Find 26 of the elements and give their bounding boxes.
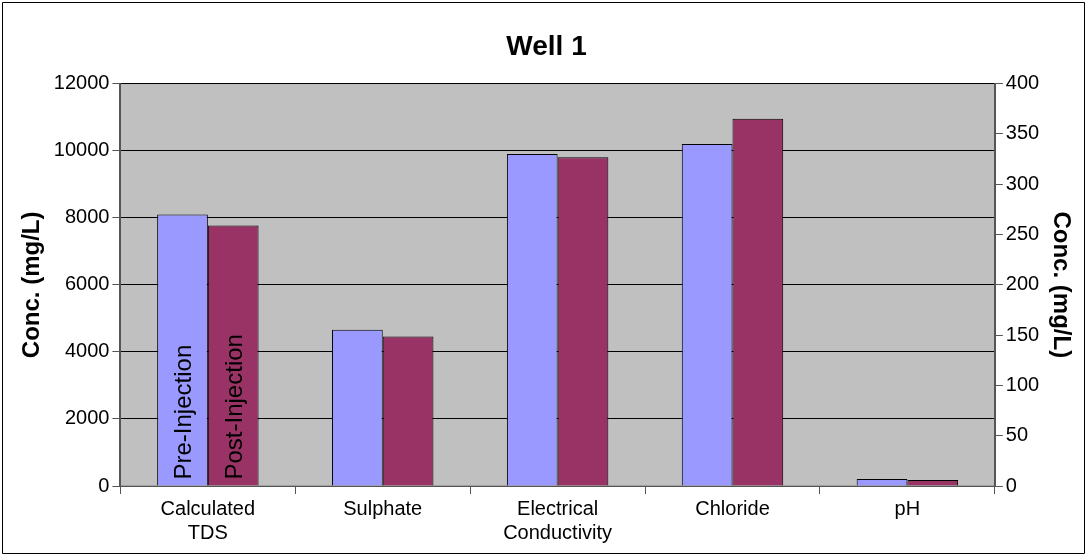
y-axis-title: Conc. (mg/L) xyxy=(17,211,45,359)
x-tick-label: Calculated TDS xyxy=(160,496,256,543)
y2-tick-label: 150 xyxy=(1005,322,1040,345)
y-tick-label: 4000 xyxy=(64,339,110,362)
x-tick-label: Chloride xyxy=(695,496,770,519)
y-tick-label: 6000 xyxy=(64,272,110,295)
y2-tick-label: 400 xyxy=(1005,71,1040,94)
y-tick-label: 2000 xyxy=(64,406,110,429)
series-label: Post-Injection xyxy=(219,334,247,480)
y2-tick-label: 250 xyxy=(1005,222,1040,245)
y2-tick-label: 100 xyxy=(1005,372,1040,395)
y-tick-label: 0 xyxy=(98,473,110,496)
chart-title: Well 1 xyxy=(506,29,587,61)
y-tick-label: 12000 xyxy=(53,71,110,94)
y2-axis-title: Conc. (mg/L) xyxy=(1048,211,1076,359)
y2-tick-label: 50 xyxy=(1005,423,1029,446)
y-tick-label: 8000 xyxy=(64,205,110,228)
y-tick-label: 10000 xyxy=(53,138,110,161)
x-tick-label: Electrical Conductivity xyxy=(503,496,613,543)
y2-tick-label: 0 xyxy=(1005,473,1017,496)
x-tick-label: Sulphate xyxy=(343,496,423,519)
y2-tick-label: 200 xyxy=(1005,272,1040,295)
y2-tick-label: 300 xyxy=(1005,171,1040,194)
x-tick-label: pH xyxy=(894,496,921,519)
series-label: Pre-Injection xyxy=(169,344,197,480)
y2-tick-label: 350 xyxy=(1005,121,1040,144)
